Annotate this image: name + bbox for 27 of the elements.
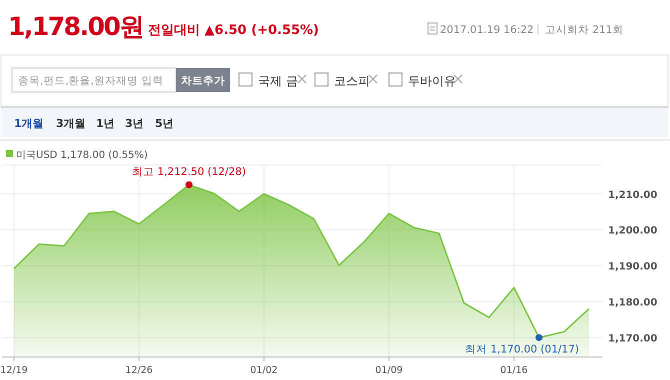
text: 1년 [96,117,115,130]
x-tick-label: 01/02 [250,365,278,376]
text: 2017.01.19 16:22 [440,24,534,36]
y-tick-label: 1,210.00 [608,190,658,201]
text: 종목,펀드,환율,원자재명 입력 [18,75,164,87]
text: 코스피 [334,74,370,88]
y-tick-label: 1,180.00 [608,298,658,309]
annotation: 최저 1,170.00 (01/17) [465,344,579,356]
text: 1개월 [14,117,44,130]
text: 3년 [125,117,144,130]
chart-subtitle: 전일대비 ▲6.50 (+0.55%) [148,23,319,38]
text: 두바이유 [408,74,456,88]
y-tick-label: 1,170.00 [608,334,658,345]
text: 3개월 [56,117,86,130]
text: 고시회차 211회 [545,24,624,36]
chart-title: 1,178.00원 [8,12,143,41]
y-tick-label: 1,190.00 [608,262,658,273]
x-tick-label: 12/26 [125,365,153,376]
annotation: 최고 1,212.50 (12/28) [132,166,246,178]
text: 차트추가 [181,75,225,87]
x-tick-label: 12/19 [0,365,28,376]
text: 5년 [155,117,174,130]
y-tick-label: 1,200.00 [608,226,658,237]
legend-label: 미국USD 1,178.00 (0.55%) [16,150,148,161]
x-tick-label: 01/16 [500,365,528,376]
text: 국제 금 [258,74,298,88]
x-tick-label: 01/09 [375,365,403,376]
